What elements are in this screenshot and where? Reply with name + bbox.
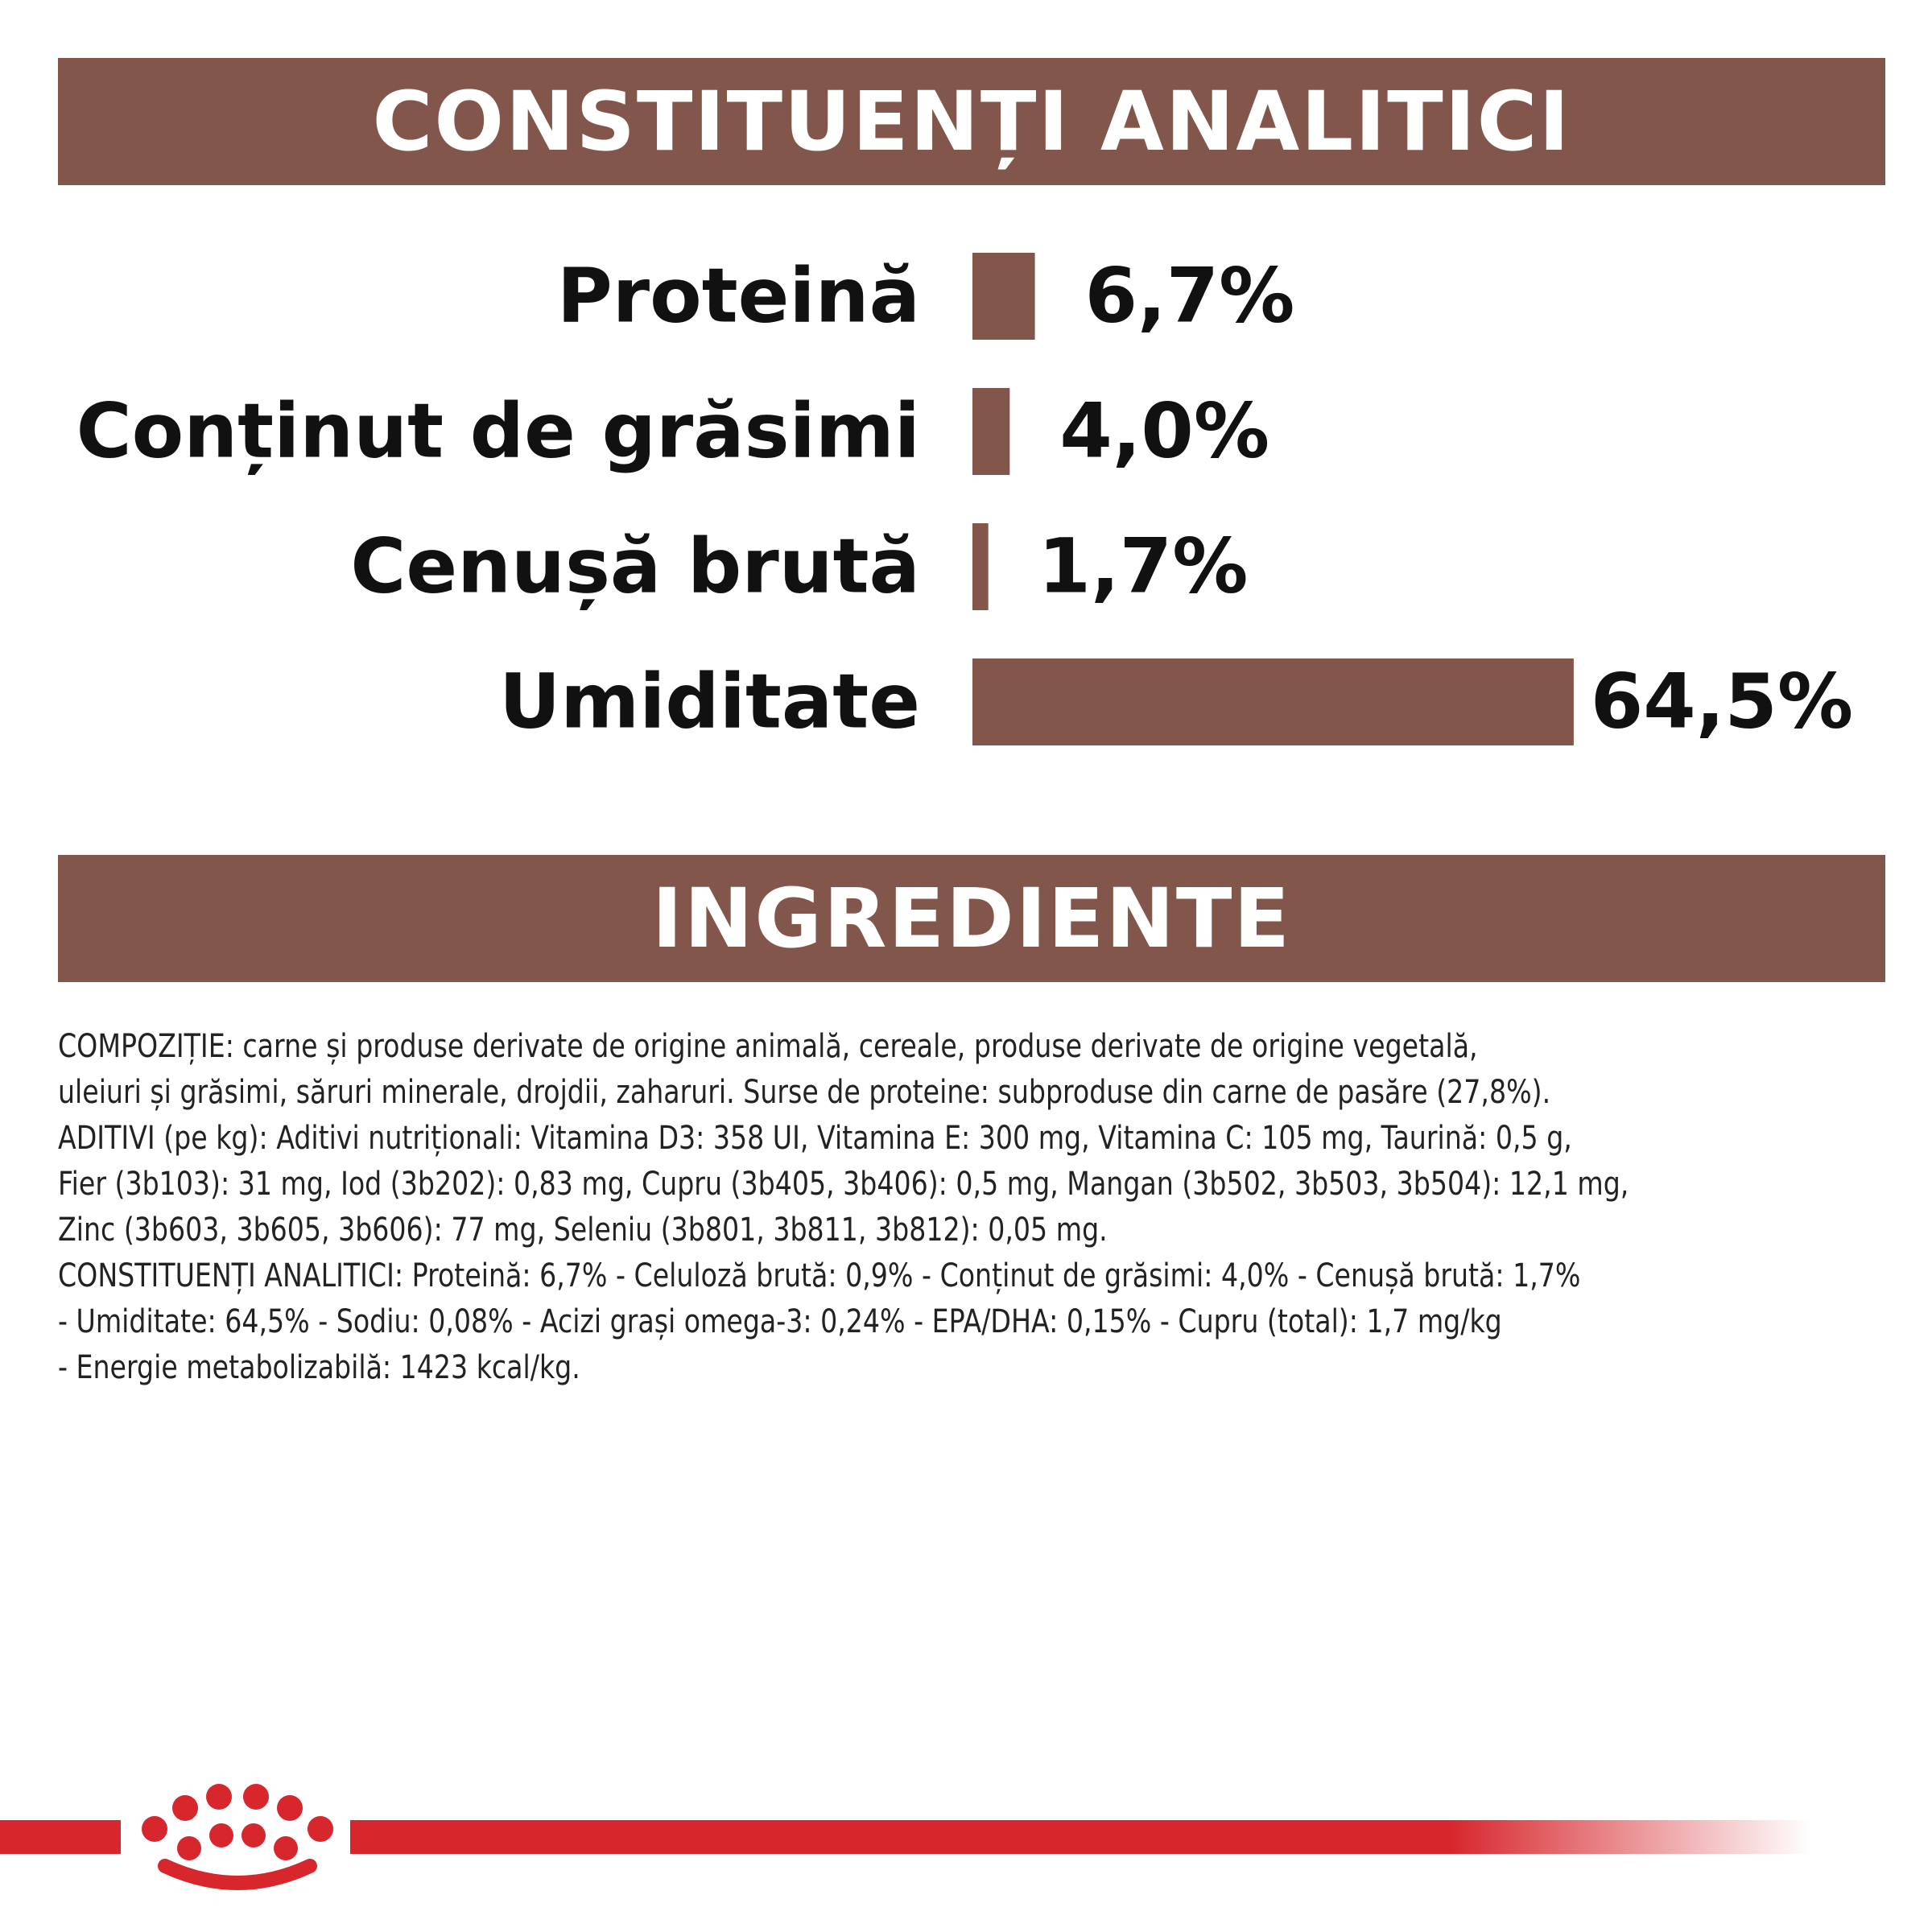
section-header-ingredients: INGREDIENTE <box>58 855 1885 982</box>
section-title-analytic: CONSTITUENȚI ANALITICI <box>372 73 1571 170</box>
composition-line: COMPOZIȚIE: carne și produse derivate de… <box>58 1028 1478 1065</box>
composition-line: - Umiditate: 64,5% - Sodiu: 0,08% - Aciz… <box>58 1303 1502 1340</box>
section-title-ingredients: INGREDIENTE <box>651 870 1292 967</box>
bar-category-label: Umiditate <box>499 658 920 746</box>
bar <box>972 388 1010 475</box>
bar-category-label: Conținut de grăsimi <box>76 388 920 476</box>
composition-line: ADITIVI (pe kg): Aditivi nutriționali: V… <box>58 1120 1572 1157</box>
bar <box>972 253 1035 340</box>
bar-category-label: Proteină <box>557 253 920 341</box>
composition-line: Fier (3b103): 31 mg, Iod (3b202): 0,83 m… <box>58 1166 1629 1203</box>
composition-line: CONSTITUENȚI ANALITICI: Proteină: 6,7% -… <box>58 1257 1581 1294</box>
bar-category-label: Cenușă brută <box>350 523 920 611</box>
composition-line: Zinc (3b603, 3b605, 3b606): 77 mg, Selen… <box>58 1212 1108 1249</box>
royal-canin-crown-icon <box>142 1784 333 1890</box>
bar <box>972 523 989 610</box>
analytic-bar-chart: Proteină 6,7% Conținut de grăsimi 4,0% Cenuș… <box>76 253 1853 746</box>
composition-line: uleiuri și grăsimi, săruri minerale, dro… <box>58 1074 1551 1111</box>
bar <box>972 658 1574 745</box>
bar-value-label: 6,7% <box>1085 253 1295 341</box>
bar-value-label: 4,0% <box>1059 388 1269 476</box>
section-header-analytic: CONSTITUENȚI ANALITICI <box>58 58 1885 185</box>
composition-text: COMPOZIȚIE: carne și produse derivate de… <box>58 1024 1629 1391</box>
bar-value-label: 1,7% <box>1038 523 1249 611</box>
bar-value-label: 64,5% <box>1591 658 1853 746</box>
composition-line: - Energie metabolizabilă: 1423 kcal/kg. <box>58 1349 580 1386</box>
